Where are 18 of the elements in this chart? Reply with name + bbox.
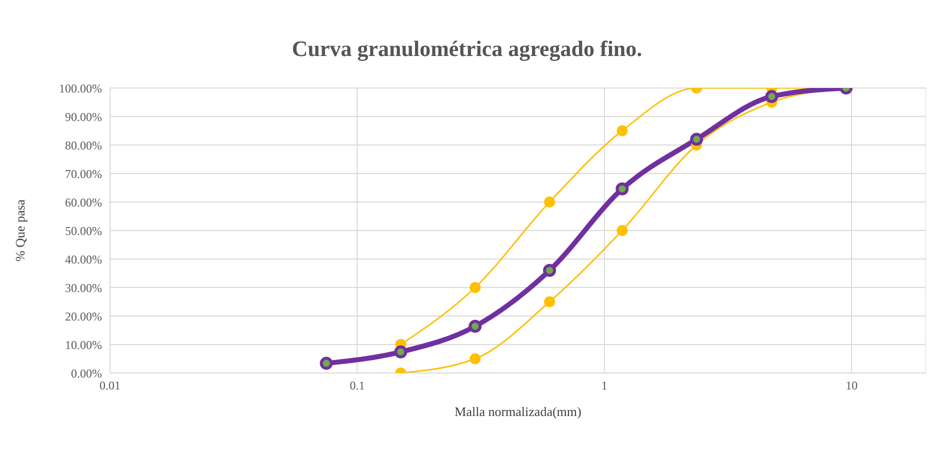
- y-tick-label: 30.00%: [65, 280, 102, 295]
- y-tick-label: 90.00%: [65, 110, 102, 124]
- y-axis-title: % Que pasa: [12, 199, 28, 262]
- y-tick-label: 70.00%: [65, 166, 102, 181]
- y-tick-label: 0.00%: [71, 366, 102, 380]
- x-tick-label: 0.01: [100, 378, 120, 393]
- chart-title: Curva granulométrica agregado fino.: [290, 35, 644, 63]
- y-tick-label: 80.00%: [65, 138, 102, 152]
- y-tick-label: 10.00%: [65, 338, 102, 352]
- y-tick-label: 50.00%: [65, 224, 102, 238]
- x-axis-title: Malla normalizada(mm): [454, 404, 582, 419]
- y-tick-label: 20.00%: [65, 309, 102, 324]
- y-tick-label: 40.00%: [65, 252, 102, 266]
- y-tick-label: 100.00%: [59, 81, 102, 96]
- x-tick-label: 0.1: [350, 378, 365, 393]
- x-tick-label: 1: [601, 378, 608, 393]
- y-tick-label: 60.00%: [65, 195, 102, 210]
- x-tick-label: 10: [846, 378, 858, 393]
